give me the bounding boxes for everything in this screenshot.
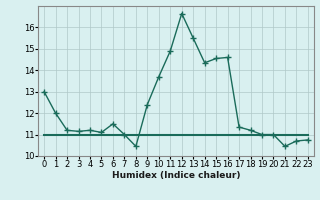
X-axis label: Humidex (Indice chaleur): Humidex (Indice chaleur) (112, 171, 240, 180)
